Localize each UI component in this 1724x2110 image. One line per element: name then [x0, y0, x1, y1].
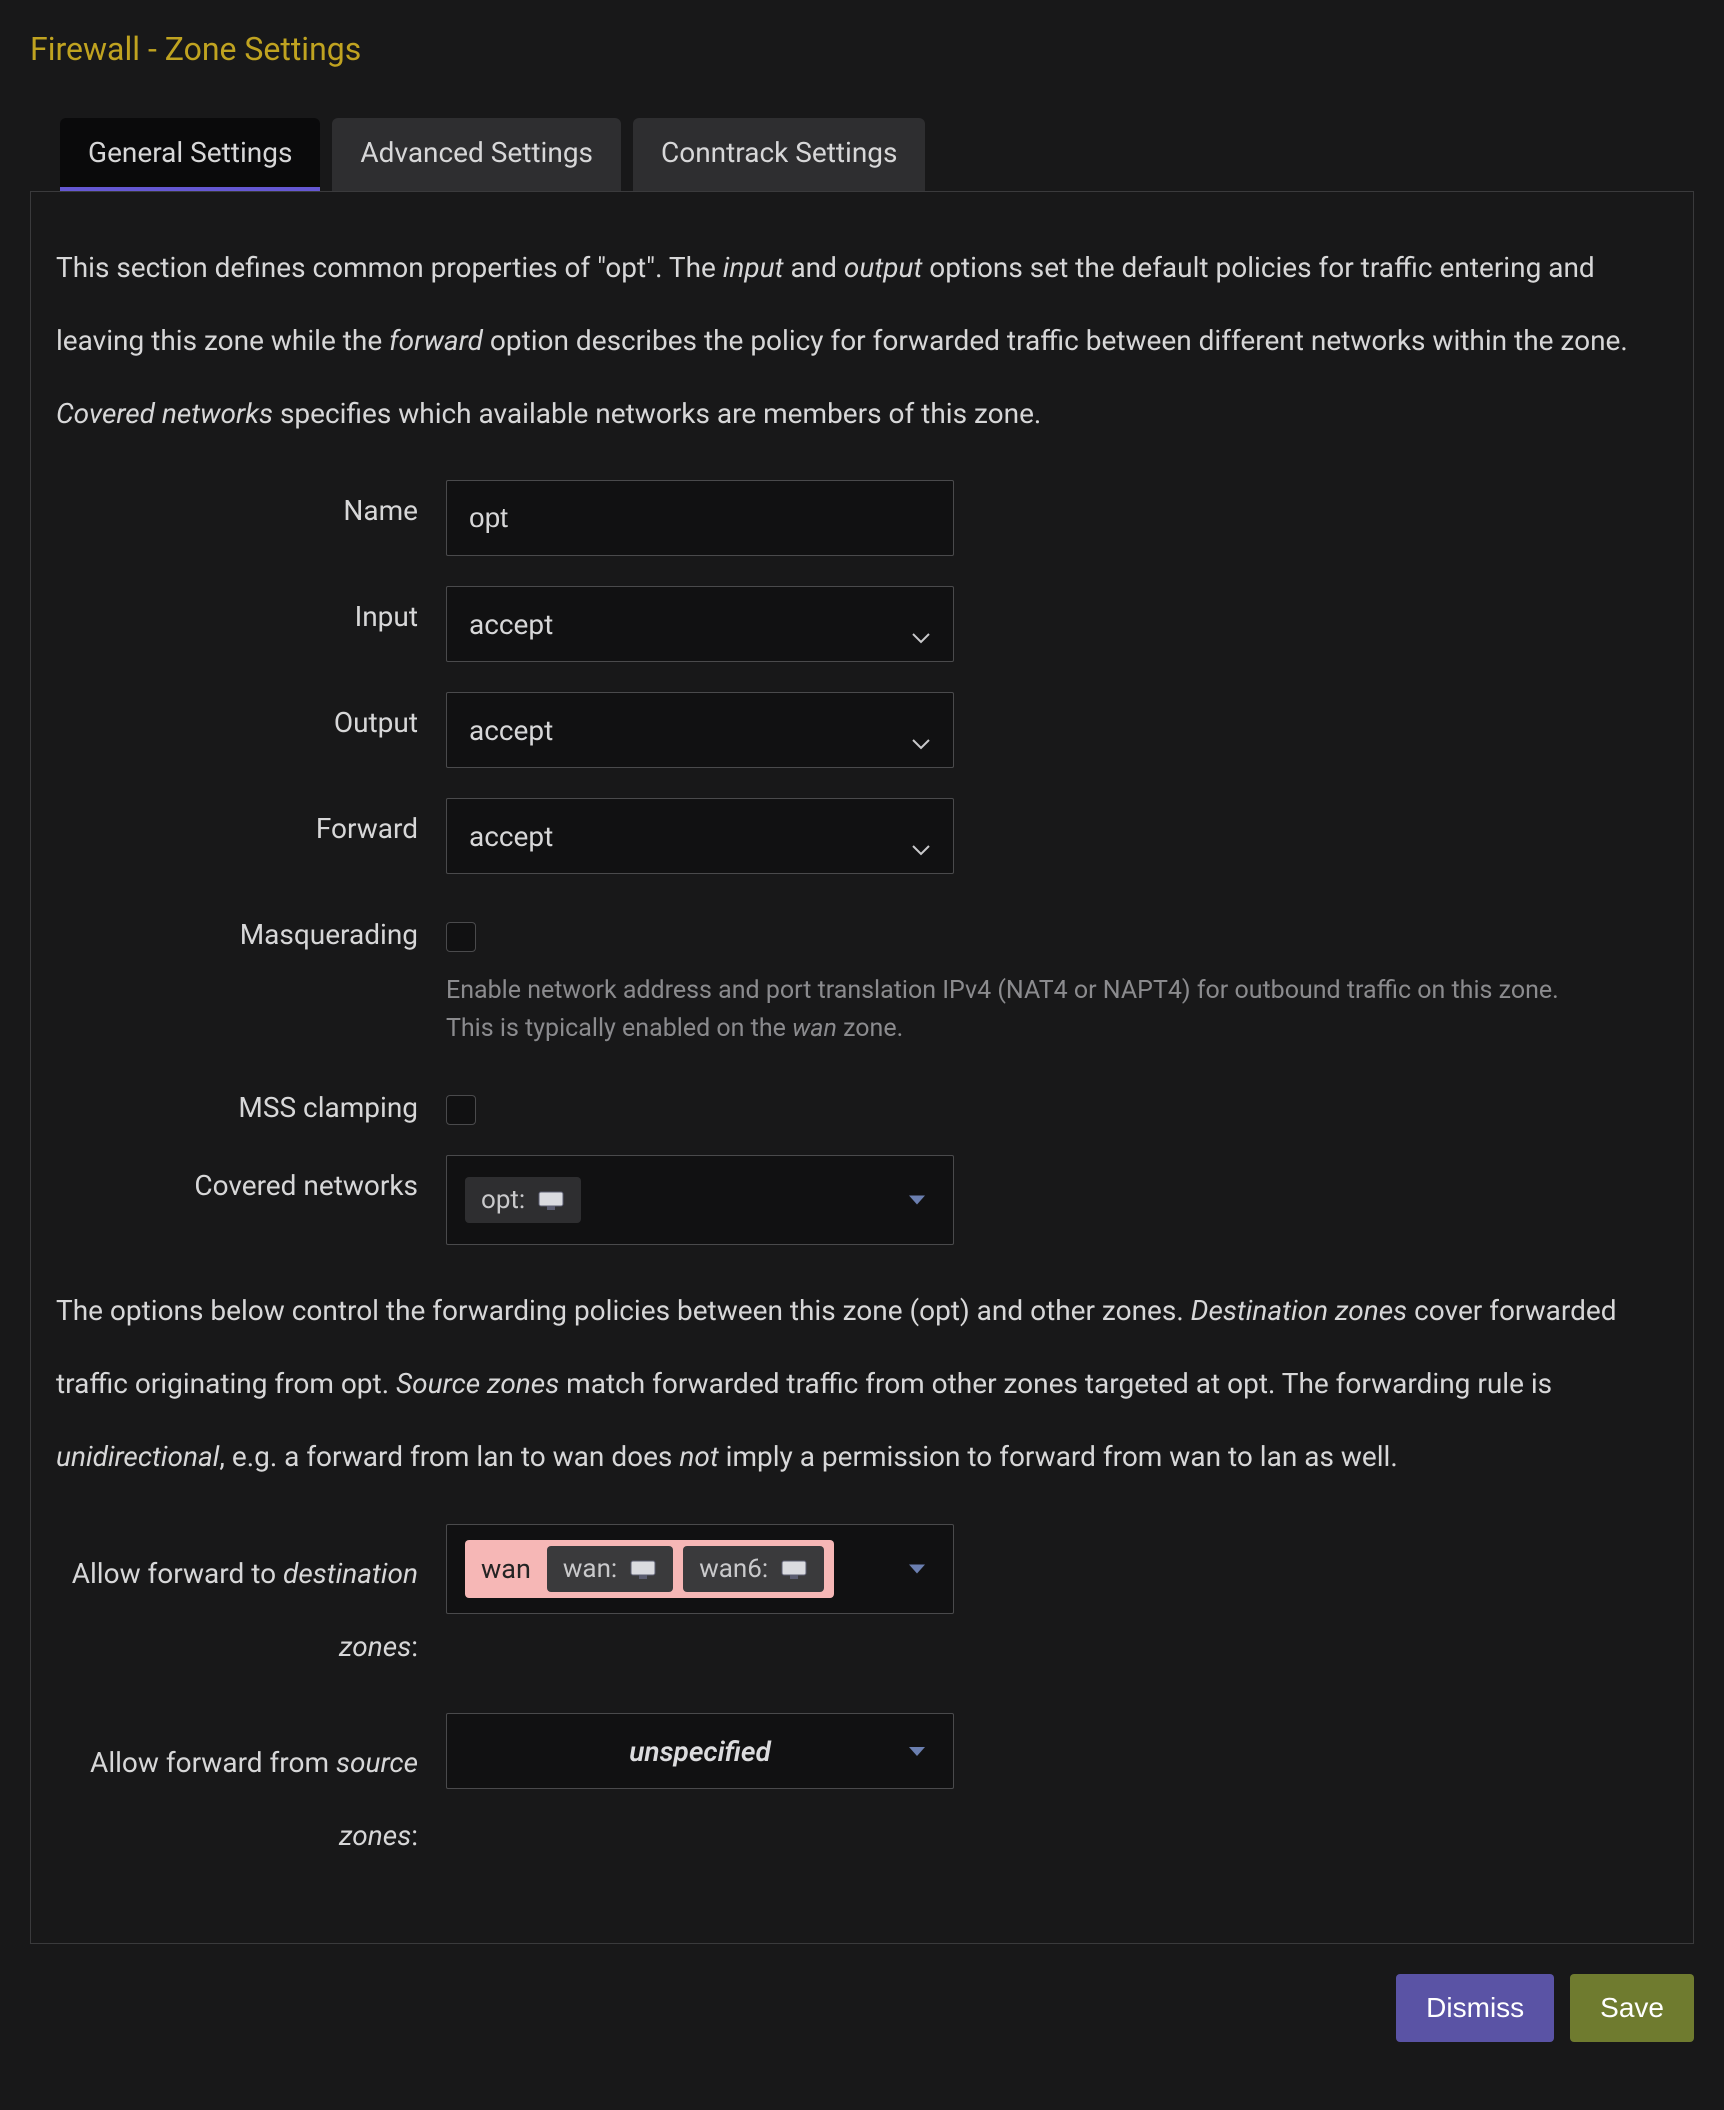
network-chip-wan6: wan6: — [683, 1546, 824, 1592]
label-output: Output — [56, 692, 446, 739]
tab-advanced-settings[interactable]: Advanced Settings — [332, 118, 621, 191]
caret-down-icon — [909, 1196, 925, 1205]
chevron-down-icon — [911, 618, 931, 630]
label-name: Name — [56, 480, 446, 527]
panel-general-settings: This section defines common properties o… — [30, 191, 1694, 1944]
zone-group-wan: wan wan: wan6: — [465, 1540, 834, 1598]
row-name: Name — [56, 480, 1668, 556]
input-select[interactable]: accept — [446, 586, 954, 662]
interface-icon — [629, 1558, 657, 1580]
mss-clamping-checkbox[interactable] — [446, 1095, 476, 1125]
covered-networks-select[interactable]: opt: — [446, 1155, 954, 1245]
output-select-value: accept — [469, 714, 553, 747]
tab-general-settings[interactable]: General Settings — [60, 118, 320, 191]
row-forward: Forward accept — [56, 798, 1668, 874]
chevron-down-icon — [911, 724, 931, 736]
row-input: Input accept — [56, 586, 1668, 662]
label-input: Input — [56, 586, 446, 633]
label-forward-from: Allow forward from source zones: — [56, 1713, 446, 1873]
name-input[interactable] — [446, 480, 954, 556]
interface-icon — [780, 1558, 808, 1580]
forward-select[interactable]: accept — [446, 798, 954, 874]
dialog-footer: Dismiss Save — [30, 1974, 1694, 2042]
zone-description: This section defines common properties o… — [56, 232, 1668, 450]
interface-icon — [537, 1189, 565, 1211]
masquerading-hint: Enable network address and port translat… — [446, 972, 1606, 1047]
row-masquerading: Masquerading Enable network address and … — [56, 904, 1668, 1047]
output-select[interactable]: accept — [446, 692, 954, 768]
label-masquerading: Masquerading — [56, 904, 446, 951]
masquerading-checkbox[interactable] — [446, 922, 476, 952]
forward-select-value: accept — [469, 820, 553, 853]
forwarding-description: The options below control the forwarding… — [56, 1275, 1668, 1493]
save-button[interactable]: Save — [1570, 1974, 1694, 2042]
forward-to-select[interactable]: wan wan: wan6: — [446, 1524, 954, 1614]
input-select-value: accept — [469, 608, 553, 641]
forward-from-value: unspecified — [629, 1735, 771, 1768]
label-forward: Forward — [56, 798, 446, 845]
row-mss-clamping: MSS clamping — [56, 1077, 1668, 1125]
forward-from-select[interactable]: unspecified — [446, 1713, 954, 1789]
caret-down-icon — [909, 1564, 925, 1573]
label-mss-clamping: MSS clamping — [56, 1077, 446, 1124]
row-forward-from: Allow forward from source zones: unspeci… — [56, 1713, 1668, 1873]
caret-down-icon — [909, 1747, 925, 1756]
tab-conntrack-settings[interactable]: Conntrack Settings — [633, 118, 925, 191]
label-covered-networks: Covered networks — [56, 1155, 446, 1202]
row-forward-to: Allow forward to destination zones: wan … — [56, 1524, 1668, 1684]
label-forward-to: Allow forward to destination zones: — [56, 1524, 446, 1684]
network-chip-wan: wan: — [547, 1546, 673, 1592]
chevron-down-icon — [911, 830, 931, 842]
dismiss-button[interactable]: Dismiss — [1396, 1974, 1554, 2042]
row-output: Output accept — [56, 692, 1668, 768]
network-chip-opt: opt: — [465, 1177, 581, 1223]
zone-name-wan: wan — [475, 1553, 537, 1585]
page-title: Firewall - Zone Settings — [30, 30, 1694, 68]
tabs: General Settings Advanced Settings Connt… — [60, 118, 1694, 191]
row-covered-networks: Covered networks opt: — [56, 1155, 1668, 1245]
